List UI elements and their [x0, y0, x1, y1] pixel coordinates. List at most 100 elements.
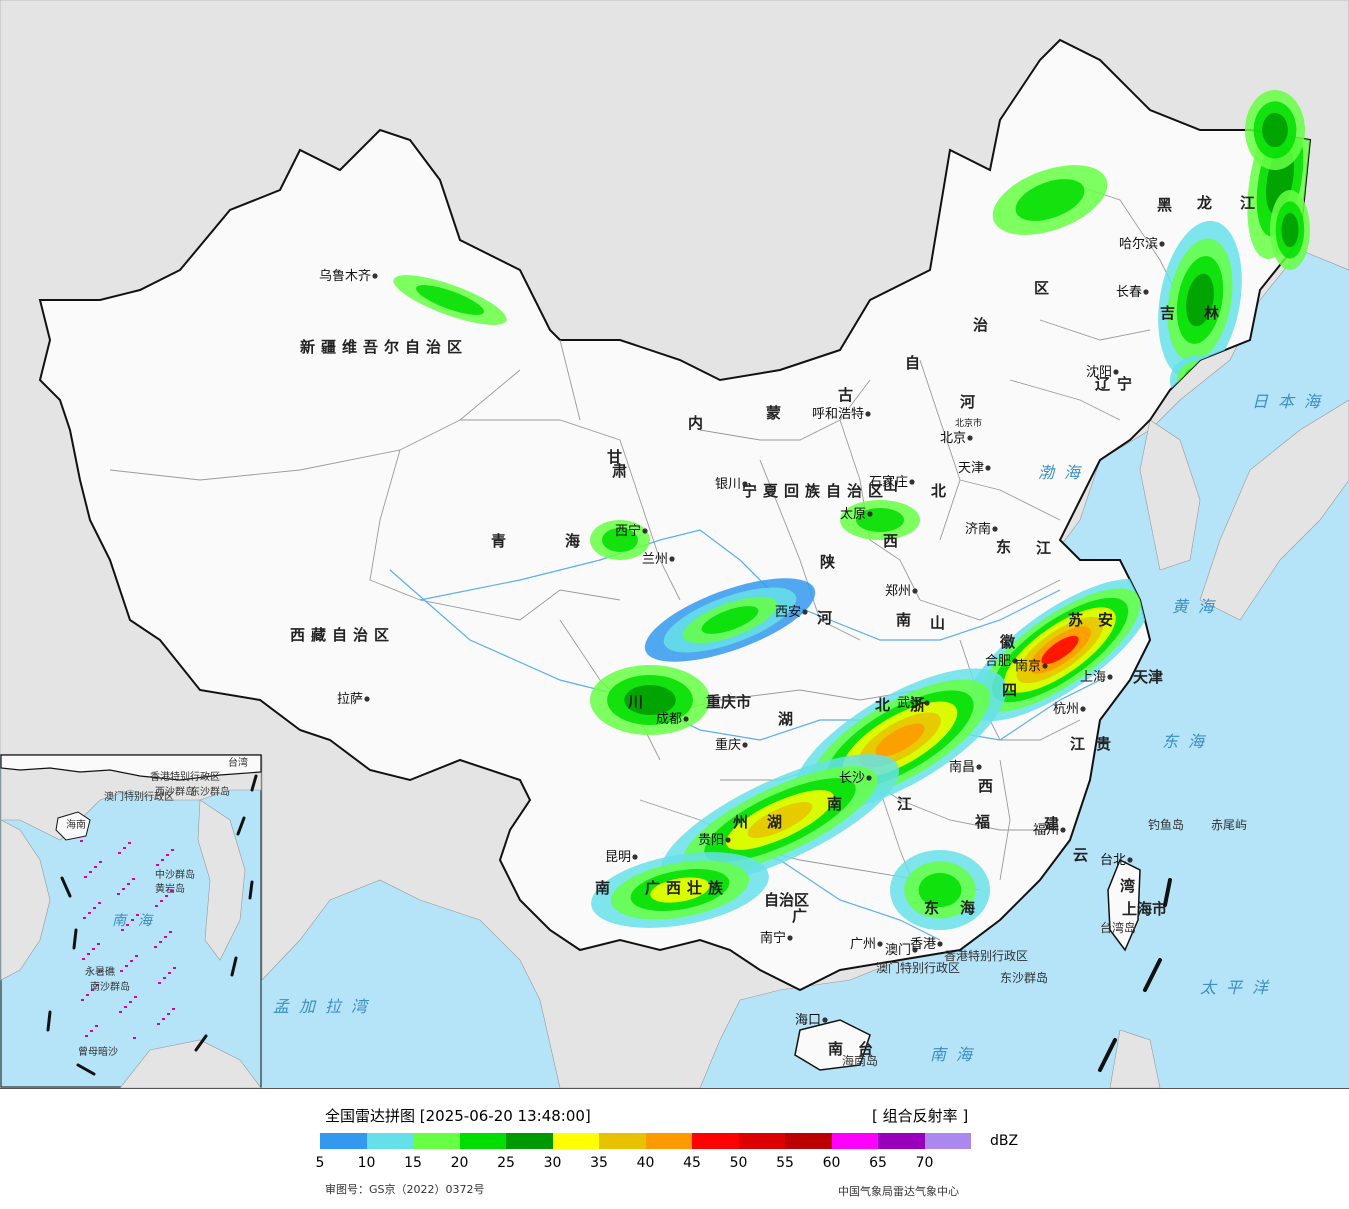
china-landmass: [38, 38, 1312, 1071]
city-label: 兰州: [642, 552, 668, 567]
city-label: 贵阳: [698, 833, 724, 848]
city-label: 天津: [958, 461, 984, 476]
radar-echo: [918, 872, 962, 908]
city-marker: [1042, 663, 1048, 669]
province-label: 湖: [767, 813, 782, 831]
sea-label: 南海: [930, 1045, 982, 1064]
province-label: 区: [1034, 279, 1049, 297]
islet: [130, 960, 133, 962]
dash-segment: [194, 1034, 208, 1052]
sea-label: 渤海: [1038, 463, 1090, 482]
province-label: 宁: [1117, 375, 1132, 393]
city-marker: [725, 837, 731, 843]
islet: [88, 912, 91, 914]
city-marker: [1107, 674, 1113, 680]
sea-label: 日本海: [1252, 392, 1330, 411]
province-label: 江: [897, 795, 912, 813]
province-label: 治: [973, 316, 988, 334]
province-label: 川: [627, 693, 643, 711]
city-label: 上海: [1080, 670, 1106, 685]
color-scale-cell: [785, 1133, 832, 1149]
radar-echo: [875, 723, 925, 757]
islet: [87, 953, 90, 955]
inset-label: 西沙群岛: [155, 785, 195, 798]
legend-panel: 全国雷达拼图 [2025-06-20 13:48:00] [ 组合反射率 ] d…: [0, 1088, 1349, 1209]
sea-label: 黄海: [1172, 597, 1224, 616]
color-scale-tick: 25: [497, 1155, 515, 1171]
radar-echo: [1041, 635, 1079, 665]
islet: [154, 946, 157, 948]
islet: [81, 999, 84, 1001]
korea-peninsula: [1139, 419, 1201, 571]
city-marker: [1113, 369, 1119, 375]
province-label: 西: [978, 777, 993, 795]
city-marker: [1080, 706, 1086, 712]
island-label: 台湾岛: [1100, 920, 1136, 935]
islet: [129, 1001, 132, 1003]
islet: [120, 970, 123, 972]
inset-label: 曾母暗沙: [78, 1045, 118, 1058]
islet: [96, 984, 99, 986]
city-label: 长春: [1116, 285, 1142, 300]
city-label: 乌鲁木齐: [319, 268, 371, 284]
city-label: 南宁: [760, 930, 786, 946]
islet: [127, 883, 130, 885]
color-scale-cell: [320, 1133, 367, 1149]
city-marker: [985, 465, 991, 471]
dash-segment: [60, 876, 72, 898]
dash-segment: [72, 928, 78, 950]
city-marker: [742, 481, 748, 487]
islet: [97, 943, 100, 945]
inset-label: 南沙群岛: [90, 980, 130, 993]
radar-echo: [602, 528, 638, 552]
province-label: 建: [1044, 815, 1060, 833]
color-scale-cell: [831, 1133, 878, 1149]
islet: [117, 893, 120, 895]
islet: [125, 965, 128, 967]
province-label: 北: [875, 696, 890, 714]
islet: [91, 989, 94, 991]
city-label: 福州: [1033, 823, 1059, 838]
color-scale-tick: 55: [776, 1155, 794, 1171]
province-label: 云: [1073, 846, 1088, 864]
city-marker: [912, 947, 918, 953]
province-label: 台: [858, 1040, 873, 1058]
province-label: 青: [491, 532, 506, 550]
city-label: 武汉: [897, 696, 923, 711]
islet: [155, 905, 158, 907]
city-marker: [669, 556, 675, 562]
province-label: 陕: [820, 553, 835, 571]
city-marker: [912, 588, 918, 594]
city-label: 沈阳: [1086, 365, 1112, 380]
radar-echo: [650, 877, 710, 903]
color-scale-cell: [599, 1133, 646, 1149]
city-marker: [642, 528, 648, 534]
city-label: 济南: [965, 521, 991, 537]
province-label: 海: [960, 899, 975, 917]
province-label: 徽: [999, 633, 1016, 651]
province-label: 内: [688, 414, 703, 432]
color-scale-cell: [878, 1133, 925, 1149]
province-label: 自治区: [764, 891, 809, 909]
city-marker: [867, 511, 873, 517]
islet: [124, 1006, 127, 1008]
province-label: 蒙: [766, 404, 781, 422]
color-scale-cell: [738, 1133, 785, 1149]
city-label: 长沙: [839, 771, 865, 786]
dash-segment: [236, 816, 246, 836]
inset-borneo: [119, 1039, 262, 1088]
province-label: 江: [1036, 539, 1051, 557]
inset-islets: [80, 840, 176, 1039]
map-labels: 乌鲁木齐拉萨西宁兰州银川呼和浩特北京天津石家庄太原济南郑州西安成都重庆武汉合肥南…: [273, 194, 1330, 1068]
japan-island: [1199, 399, 1349, 621]
city-label: 西安: [775, 605, 801, 620]
province-label: 河: [817, 609, 832, 627]
islet: [90, 1030, 93, 1032]
radar-echo: [624, 685, 676, 715]
radar-echo: [1015, 179, 1085, 221]
inset-china-coast: [0, 754, 262, 781]
color-scale-cell: [413, 1133, 460, 1149]
islet: [159, 941, 162, 943]
main-dash-line: [1098, 878, 1172, 1072]
